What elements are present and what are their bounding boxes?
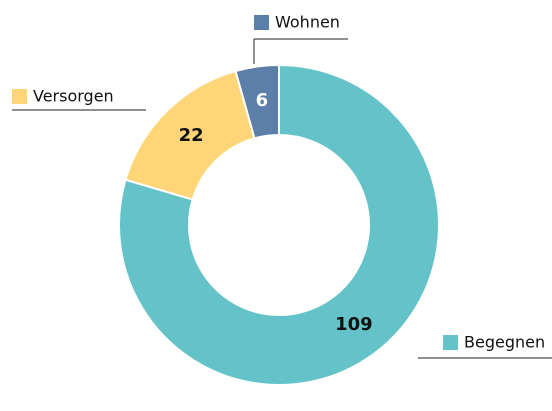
slice: [234, 63, 280, 140]
value-label: 22: [179, 125, 204, 146]
legend-swatch: [443, 335, 458, 350]
value-label: 109: [335, 314, 373, 335]
slice: [118, 63, 440, 386]
legend-swatch: [254, 15, 269, 30]
legend-label: Wohnen: [275, 13, 340, 32]
value-label: 6: [256, 90, 269, 111]
legend-swatch: [12, 89, 27, 104]
legend-label: Versorgen: [33, 87, 114, 106]
legend-label: Begegnen: [464, 333, 545, 352]
